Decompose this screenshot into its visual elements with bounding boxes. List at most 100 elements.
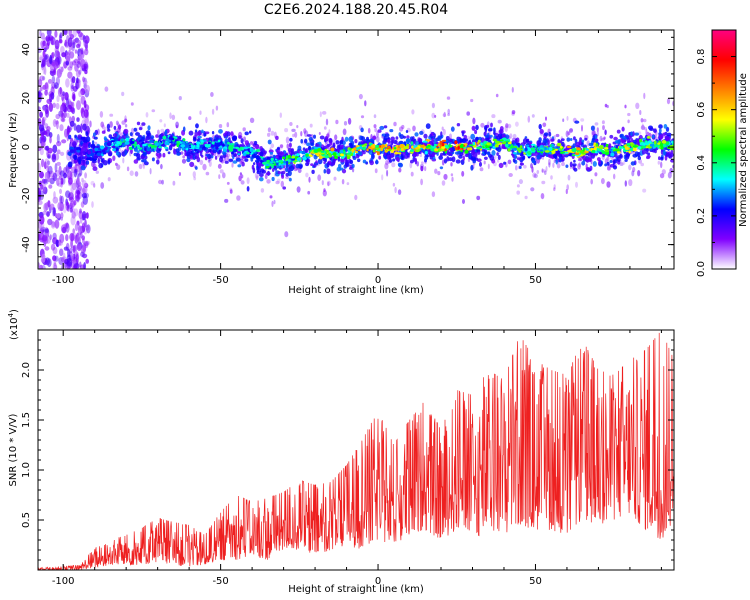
spectrogram-halo-cell	[381, 174, 384, 181]
spectrogram-band-cell	[189, 161, 195, 168]
spectrogram-noise-cell	[72, 182, 77, 191]
spectrogram-halo-cell	[657, 160, 660, 165]
snr-x-axis: -100 -50 0 50	[52, 330, 662, 587]
spectrogram-ridge-cell	[319, 155, 323, 160]
spectrogram-noise-cell	[72, 60, 76, 66]
spectrogram-halo-cell	[516, 184, 520, 188]
spectrogram-halo-cell	[373, 124, 377, 129]
spectrogram-band-cell	[496, 152, 499, 156]
spectrogram-halo-cell	[555, 133, 560, 138]
spectrogram-halo-cell	[327, 181, 330, 187]
spectrogram-halo-cell	[323, 126, 327, 130]
spectrogram-band-cell	[147, 125, 151, 131]
spectrogram-noise-cell	[85, 258, 89, 264]
spectrogram-band-cell	[383, 135, 387, 141]
spectrogram-halo-cell	[121, 91, 125, 97]
spectrogram-ridge-cell	[276, 166, 282, 169]
spectrogram-noise-cell	[72, 85, 78, 92]
spectrogram-band-cell	[261, 169, 266, 174]
snr-scale-label: (x104)	[7, 309, 20, 340]
spectrogram-halo-cell	[569, 128, 573, 133]
spectrogram-ridge-cell	[424, 151, 428, 155]
spectrogram-noise-cell	[55, 102, 60, 110]
spectrogram-band-cell	[618, 139, 621, 144]
spectrogram-band-cell	[414, 132, 419, 137]
spectrogram-noise-cell	[80, 186, 83, 195]
spectrogram-band-cell	[574, 120, 580, 124]
spectrogram-noise-cell	[74, 234, 79, 244]
spectrogram-y-axis: -40 -20 0 20 40	[21, 36, 674, 270]
spectrogram-halo-cell	[279, 112, 282, 118]
spectrogram-halo-cell	[639, 110, 642, 115]
spectrogram-ridge-cell	[340, 153, 345, 157]
spectrogram-ridge-cell	[131, 145, 135, 149]
spectrogram-band-cell	[257, 162, 262, 167]
spectrogram-noise-cell	[50, 221, 56, 229]
spectrogram-halo-cell	[240, 180, 245, 185]
spectrogram-ridge-cell	[354, 151, 358, 153]
spectrogram-halo-cell	[669, 167, 673, 174]
spectrogram-ridge-cell	[605, 143, 609, 147]
spectrogram-halo-cell	[577, 158, 582, 162]
spectrogram-halo-cell	[236, 195, 241, 201]
y-tick-label: 0	[21, 144, 32, 150]
spectrogram-noise-cell	[42, 105, 48, 111]
spectrogram-halo-cell	[606, 104, 609, 109]
spectrogram-band-cell	[575, 142, 581, 147]
spectrogram-noise-cell	[72, 264, 78, 269]
spectrogram-band-cell	[424, 154, 429, 160]
spectrogram-halo-cell	[284, 231, 289, 238]
spectrogram-noise-cell	[45, 42, 50, 50]
spectrogram-halo-cell	[126, 166, 130, 172]
spectrogram-halo-cell	[447, 108, 451, 115]
spectrogram-band-cell	[490, 122, 493, 128]
spectrogram-noise-cell	[42, 50, 46, 58]
spectrogram-band-cell	[573, 167, 578, 172]
spectrogram-ridge-cell	[567, 150, 573, 153]
spectrogram-halo-cell	[91, 201, 94, 208]
spectrogram-ridge-cell	[270, 157, 274, 162]
spectrogram-noise-cell	[56, 149, 61, 155]
spectrogram-band-cell	[660, 156, 664, 161]
spectrogram-band-cell	[319, 135, 325, 140]
snr-scale-exp: 4	[7, 312, 15, 317]
spectrogram-ridge-cell	[181, 142, 186, 145]
spectrogram-band-cell	[278, 155, 282, 161]
spectrogram-halo-cell	[171, 114, 176, 121]
spectrogram-halo-cell	[659, 173, 665, 179]
spectrogram-noise-cell	[66, 55, 71, 63]
spectrogram-halo-cell	[624, 180, 627, 187]
spectrogram-noise-cell	[52, 172, 58, 182]
spectrogram-band-cell	[250, 157, 254, 162]
spectrogram-noise-cell	[54, 39, 60, 50]
spectrogram-ridge-cell	[215, 145, 219, 150]
spectrogram-noise-cell	[39, 215, 45, 225]
spectrogram-band-cell	[569, 161, 573, 168]
spectrogram-halo-cell	[643, 92, 646, 100]
spectrogram-noise-cell	[59, 32, 63, 39]
spectrogram-ridge-cell	[519, 148, 524, 151]
spectrogram-halo-cell	[431, 112, 436, 119]
spectrogram-band-cell	[194, 131, 199, 137]
spectrogram-band-cell	[285, 167, 289, 173]
spectrogram-halo-cell	[450, 162, 453, 167]
spectrogram-halo-cell	[358, 93, 363, 100]
spectrogram-noise-cell	[76, 77, 79, 84]
spectrogram-noise-cell	[38, 79, 43, 88]
spectrogram-halo-cell	[508, 173, 513, 177]
spectrogram-ridge-cell	[122, 143, 125, 148]
spectrogram-noise-cell	[72, 245, 76, 254]
y-tick-label: -20	[21, 188, 32, 204]
spectrogram-ridge-cell	[167, 139, 172, 143]
spectrogram-halo-cell	[491, 114, 496, 119]
spectrogram-ridge-cell	[144, 147, 147, 151]
spectrogram-band-cell	[476, 148, 481, 153]
spectrogram-band-cell	[526, 138, 529, 143]
spectrogram-noise-cell	[40, 32, 45, 40]
spectrogram-halo-cell	[260, 188, 265, 193]
spectrogram-ridge-cell	[380, 147, 383, 152]
spectrogram-halo-cell	[255, 175, 259, 181]
spectrogram-ridge-cell	[278, 159, 283, 163]
spectrogram-noise-cell	[48, 165, 53, 175]
spectrogram-noise-cell	[65, 234, 69, 242]
